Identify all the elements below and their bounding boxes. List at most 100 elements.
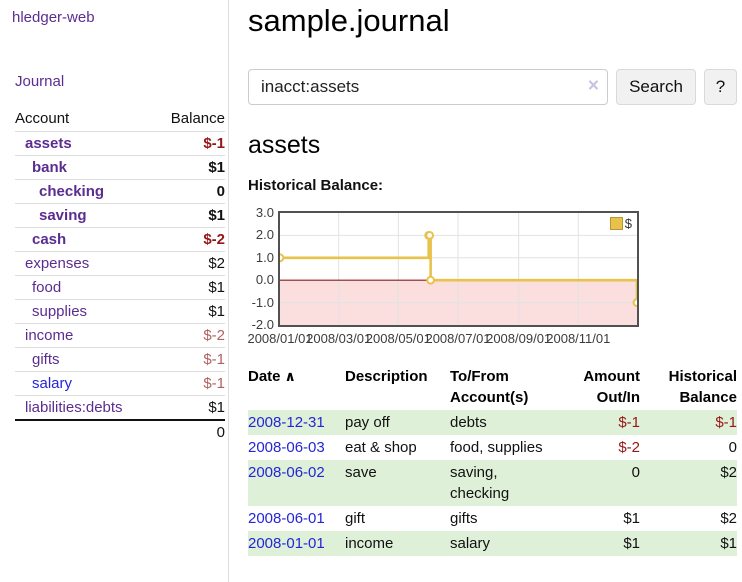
transaction-amount: $-1 (558, 410, 640, 435)
register-row: 2008-06-01 gift gifts $1 $2 (248, 506, 737, 531)
account-row: saving $1 (15, 203, 225, 228)
transaction-balance: $2 (640, 460, 737, 506)
transaction-accounts: debts (450, 410, 558, 435)
legend-label: $ (624, 216, 632, 231)
sidebar-account-link-expenses[interactable]: expenses (25, 255, 90, 272)
account-row: salary $-1 (15, 371, 225, 396)
account-row: expenses $2 (15, 251, 225, 276)
sidebar-item-journal[interactable]: Journal (15, 73, 65, 90)
search-input-wrap: × (248, 69, 608, 105)
transaction-description: save (345, 460, 450, 506)
account-heading: assets (248, 131, 321, 159)
balance-column-header: Balance (170, 110, 225, 127)
account-row: assets $-1 (15, 131, 225, 156)
register-row: 2008-12-31 pay off debts $-1 $-1 (248, 410, 737, 435)
account-row: checking 0 (15, 179, 225, 204)
account-row: gifts $-1 (15, 347, 225, 372)
account-balance: $-2 (154, 323, 225, 348)
transaction-balance: 0 (728, 439, 737, 456)
col-amount: Amount Out/In (583, 368, 640, 406)
y-axis-tick-label: 0.0 (255, 272, 274, 288)
sidebar-account-link-food[interactable]: food (32, 279, 62, 296)
sidebar-account-link-assets[interactable]: assets (25, 135, 72, 152)
account-row: liabilities:debts $1 (15, 395, 225, 420)
sidebar-account-link-saving[interactable]: saving (39, 207, 87, 224)
transaction-balance: $1 (640, 531, 737, 556)
total-spacer (15, 419, 155, 444)
register-table: Date ∧ Description To/From Account(s) Amo… (248, 364, 737, 556)
register-row: 2008-06-03 eat & shop food, supplies $-2 0 (248, 435, 737, 460)
main-content: sample.journal × Search ? assets Histori… (247, 0, 737, 556)
y-axis-tick-label: 2.0 (255, 227, 274, 243)
sidebar-account-link-salary[interactable]: salary (32, 375, 73, 392)
transaction-date-link[interactable]: 2008-06-03 (248, 439, 325, 456)
chart-legend: $ (609, 216, 632, 231)
sidebar-account-link-cash[interactable]: cash (32, 231, 67, 248)
account-balance: $-1 (154, 371, 225, 396)
col-description: Description (345, 368, 428, 385)
account-balance: $1 (154, 299, 225, 324)
sidebar-account-link-income[interactable]: income (25, 327, 74, 344)
x-axis-tick-label: 2008/11/01 (546, 331, 611, 346)
chart-svg (280, 213, 637, 325)
register-header-row: Date ∧ Description To/From Account(s) Amo… (248, 364, 737, 410)
account-row: cash $-2 (15, 227, 225, 252)
account-row: bank $1 (15, 155, 225, 180)
x-axis-tick-label: 2008/03/01 (306, 331, 372, 346)
transaction-balance: $-1 (640, 410, 737, 435)
transaction-amount: $1 (558, 531, 640, 556)
sidebar-account-link-supplies[interactable]: supplies (32, 303, 88, 320)
transaction-accounts: saving, checking (450, 460, 558, 506)
account-balance: $1 (154, 395, 225, 420)
sidebar-accounts-body: assets $-1 bank $1 checking 0 saving $1 cash $-2 e… (15, 131, 225, 420)
page-title: sample.journal (248, 3, 450, 38)
transaction-date-link[interactable]: 2008-01-01 (248, 535, 325, 552)
transaction-description: pay off (345, 410, 450, 435)
clear-search-icon[interactable]: × (587, 75, 599, 97)
accounts-column-header: Account (15, 110, 70, 127)
register-row: 2008-06-02 save saving, checking 0 $2 (248, 460, 737, 506)
chart-plot: $ (278, 211, 639, 327)
chart-title: Historical Balance: (248, 177, 384, 194)
sidebar-account-link-gifts[interactable]: gifts (32, 351, 60, 368)
sidebar-account-link-checking[interactable]: checking (39, 183, 105, 200)
account-row: supplies $1 (15, 299, 225, 324)
transaction-balance: $2 (720, 510, 737, 527)
account-row: food $1 (15, 275, 225, 300)
help-button[interactable]: ? (704, 69, 737, 105)
y-axis-tick-label: -1.0 (251, 294, 274, 310)
account-balance: $-1 (154, 347, 225, 372)
col-balance: Historical Balance (668, 368, 737, 406)
x-axis-tick-label: 2008/07/01 (425, 331, 491, 346)
historical-balance-chart: $ 3.0 2.0 1.0 0.0 -1.0 -2.0 2008/01/01 2008/03/… (247, 204, 678, 352)
sidebar-accounts-table: Account Balance assets $-1 bank $1 checking 0… (15, 106, 225, 444)
brand-link[interactable]: hledger-web (12, 9, 95, 26)
account-balance: $2 (154, 251, 225, 276)
accounts-header-row: Account Balance (15, 106, 225, 132)
account-balance: 0 (154, 179, 225, 204)
sidebar-account-link-bank[interactable]: bank (32, 159, 68, 176)
transaction-accounts: salary (450, 531, 558, 556)
transaction-date-link[interactable]: 2008-12-31 (248, 414, 325, 431)
x-axis-tick-label: 2008/05/01 (365, 331, 431, 346)
transaction-date-link[interactable]: 2008-06-02 (248, 464, 325, 481)
account-balance: $-1 (154, 131, 225, 156)
y-axis-tick-label: -2.0 (251, 317, 274, 332)
account-row: income $-2 (15, 323, 225, 348)
sort-asc-icon: ∧ (284, 368, 296, 384)
register-body: 2008-12-31 pay off debts $-1 $-1 2008-06-03 ea… (248, 410, 737, 556)
transaction-amount: $1 (623, 510, 640, 527)
transaction-amount: 0 (558, 460, 640, 506)
col-date[interactable]: Date ∧ (248, 368, 296, 385)
transaction-amount: $-2 (618, 439, 640, 456)
sidebar-account-link-liabilities-debts[interactable]: liabilities:debts (25, 399, 123, 416)
search-button[interactable]: Search (616, 69, 696, 105)
account-balance: $1 (154, 203, 225, 228)
x-axis-tick-label: 2008/01/01 (247, 331, 313, 346)
x-axis-tick-label: 2008/09/01 (486, 331, 552, 346)
transaction-date-link[interactable]: 2008-06-01 (248, 510, 325, 527)
accounts-total-row: 0 (15, 419, 225, 444)
search-input[interactable] (248, 69, 608, 105)
sidebar: hledger-web Journal Account Balance asse… (0, 0, 229, 582)
search-form: × Search ? (248, 69, 737, 105)
